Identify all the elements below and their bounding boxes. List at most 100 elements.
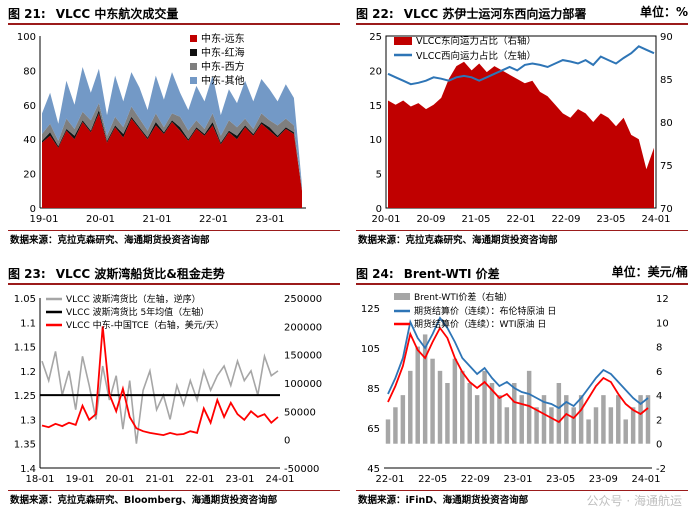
y-left-tick-label: 5 — [376, 170, 382, 181]
figure-24-title: Brent-WTI 价差 — [403, 267, 500, 281]
x-tick-label: 24-01 — [631, 474, 660, 485]
figure-22-header: 图 22: VLCC 苏伊士运河东西向运力部署 单位：% — [356, 2, 688, 22]
figure-22-chart: 0 5 10 15 20 25 70 75 80 85 90 20-01 20-09 21-05 22-01… — [369, 32, 673, 225]
figure-23-header: 图 23: VLCC 波斯湾船货比&租金走势 — [8, 262, 340, 282]
y-left-tick-label: 1.4 — [20, 464, 36, 475]
y-right-tick-label: 0 — [656, 440, 662, 451]
y-right-tick-label: 0 — [284, 436, 290, 447]
spread-bar — [452, 358, 458, 444]
y-left-tick-label: 0 — [376, 204, 382, 215]
figure-24-panel: 图 24: Brent-WTI 价差 单位：美元/桶 45 65 85 105 125 -… — [356, 262, 688, 512]
figure-22-number: 图 22: — [356, 7, 394, 21]
legend-swatch — [190, 77, 197, 84]
spread-bar — [474, 395, 480, 444]
y-tick-label: 40 — [23, 135, 36, 146]
legend-swatch — [190, 35, 197, 42]
legend-label: VLCC西向运力占比（左轴） — [416, 50, 536, 62]
x-tick-label: 24-01 — [265, 474, 294, 485]
spread-bar — [526, 370, 532, 444]
y-right-tick-label: 2 — [656, 415, 662, 426]
spread-bar — [586, 419, 591, 444]
spread-bar — [519, 395, 524, 444]
spread-bar — [400, 395, 406, 444]
series-area-east — [388, 61, 654, 208]
y-right-tick-label: -2 — [656, 464, 666, 475]
figure-23-number: 图 23: — [8, 267, 46, 281]
spread-bar — [564, 395, 569, 444]
y-right-tick-label: 4 — [656, 391, 662, 402]
figure-21-source: 数据来源：克拉克森研究、海通期货投资咨询部 — [10, 235, 210, 246]
spread-bar — [512, 383, 517, 444]
legend-label: VLCC 波斯湾货比（左轴，逆序） — [66, 293, 201, 305]
x-tick-label: 23-01 — [255, 214, 284, 225]
legend-swatch — [190, 63, 197, 70]
legend-swatch — [190, 49, 197, 56]
y-right-tick-label: 100000 — [284, 379, 322, 390]
x-tick-label: 22-01 — [185, 474, 214, 485]
y-right-tick-label: 200000 — [284, 322, 322, 333]
spread-bar — [445, 383, 450, 444]
legend-label: 中东-西方 — [201, 60, 245, 73]
figure-22-unit: 单位：% — [639, 5, 688, 19]
y-left-tick-label: 1.25 — [14, 391, 36, 402]
spread-bar — [504, 407, 510, 444]
y-left-tick-label: 1.35 — [14, 440, 36, 451]
figure-23-source: 数据来源：克拉克森研究、Bloomberg、海通期货投资咨询部 — [10, 495, 278, 506]
x-tick-label: 23-05 — [546, 474, 575, 485]
y-left-tick-label: 10 — [369, 135, 382, 146]
series-line-tce — [41, 326, 279, 437]
x-tick-label: 23-01 — [503, 474, 532, 485]
x-tick-label: 21-01 — [142, 214, 171, 225]
spread-bar — [601, 395, 606, 444]
figure-21-title: VLCC 中东航次成交量 — [55, 7, 179, 21]
y-left-tick-label: 1.2 — [20, 367, 36, 378]
spread-bar — [608, 407, 614, 444]
series-line-west — [387, 45, 655, 86]
figure-23-title: VLCC 波斯湾船货比&租金走势 — [55, 267, 225, 281]
figure-21-panel: 图 21: VLCC 中东航次成交量 0 20 40 60 80 100 19-01 20-0… — [8, 2, 340, 252]
y-left-tick-label: 105 — [361, 344, 380, 355]
spread-bar — [623, 419, 628, 444]
x-tick-label: 22-09 — [461, 474, 490, 485]
spread-bar — [489, 383, 495, 444]
y-right-tick-label: 70 — [660, 204, 673, 215]
spread-bar — [630, 407, 636, 444]
x-tick-label: 20-01 — [86, 214, 115, 225]
y-right-tick-label: -50000 — [284, 464, 319, 475]
spread-bar — [541, 395, 547, 444]
y-right-tick-label: 90 — [660, 32, 673, 43]
spread-bar — [534, 407, 539, 444]
y-right-tick-label: 75 — [660, 161, 673, 172]
x-tick-label: 22-01 — [375, 474, 404, 485]
series-line-brent — [387, 316, 649, 410]
spread-bar — [556, 383, 562, 444]
figure-24-source: 数据来源：iFinD、海通期货投资咨询部 — [358, 495, 529, 506]
figure-23-chart: 1.05 1.1 1.15 1.2 1.25 1.3 1.35 1.4 250000 200000… — [14, 293, 322, 485]
x-tick-label: 19-01 — [65, 474, 94, 485]
figure-22-title: VLCC 苏伊士运河东西向运力部署 — [403, 7, 587, 21]
x-tick-label: 18-01 — [25, 474, 54, 485]
spread-bar — [578, 395, 584, 444]
figure-21-number: 图 21: — [8, 7, 46, 21]
legend-swatch — [394, 37, 412, 45]
y-right-tick-label: 85 — [660, 75, 673, 86]
spread-bar — [422, 334, 428, 444]
figure-24-chart: 45 65 85 105 125 -2 0 2 4 6 8 10 12 22-01 22-05 22-09 23… — [361, 291, 669, 485]
spread-bar — [408, 370, 413, 444]
x-tick-label: 22-05 — [418, 474, 447, 485]
y-tick-label: 60 — [23, 101, 36, 112]
y-left-tick-label: 125 — [361, 304, 380, 315]
y-tick-label: 20 — [23, 170, 36, 181]
x-tick-label: 20-01 — [105, 474, 134, 485]
y-left-tick-label: 65 — [367, 424, 380, 435]
x-tick-label: 21-05 — [461, 214, 490, 225]
y-left-tick-label: 1.3 — [20, 415, 36, 426]
spread-bar — [467, 383, 472, 444]
legend-label: 中东-红海 — [201, 46, 245, 59]
x-tick-label: 24-01 — [641, 214, 670, 225]
spread-bar — [497, 395, 502, 444]
x-tick-label: 21-01 — [145, 474, 174, 485]
figure-24-unit: 单位：美元/桶 — [611, 265, 688, 279]
y-tick-label: 100 — [17, 32, 36, 43]
x-tick-label: 20-09 — [416, 214, 445, 225]
